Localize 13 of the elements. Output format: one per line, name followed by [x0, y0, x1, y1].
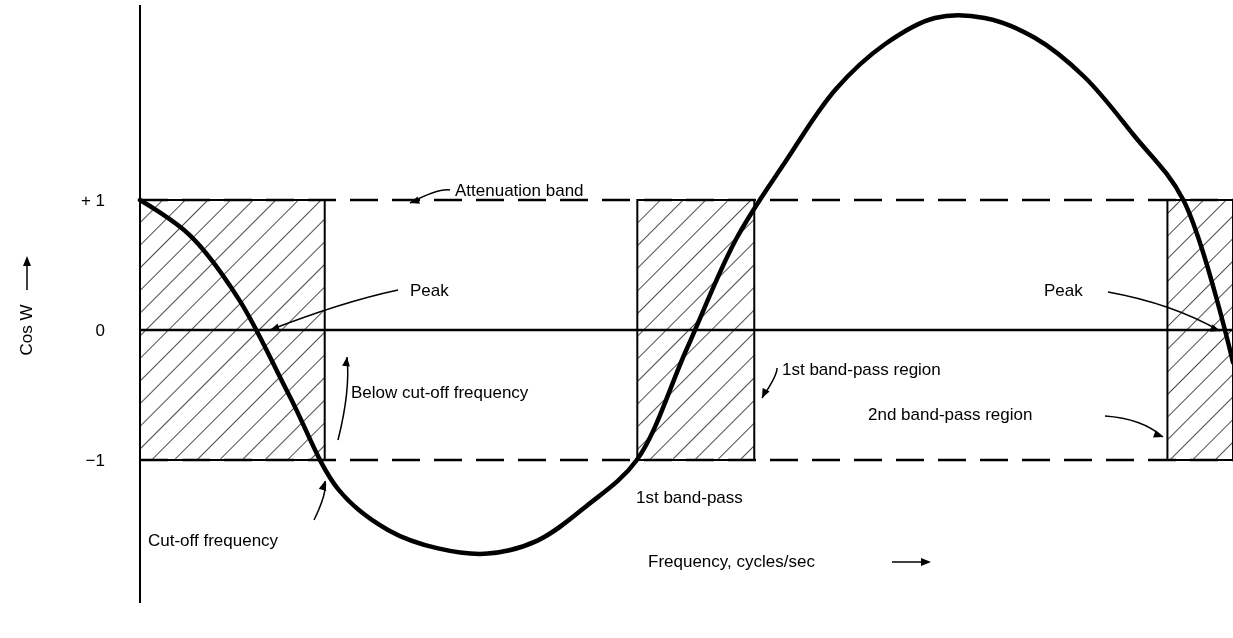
y-tick-label: −1	[85, 450, 105, 470]
x-axis-title: Frequency, cycles/sec	[648, 552, 816, 571]
annotation: 2nd band-pass region	[868, 405, 1033, 424]
y-tick-label: + 1	[80, 190, 105, 210]
annotation: 1st band-pass region	[782, 360, 941, 379]
annotation: Attenuation band	[455, 181, 584, 200]
y-axis-title: Cos W	[17, 304, 36, 356]
annotation: 1st band-pass	[636, 488, 743, 507]
annotation: Cut-off frequency	[148, 531, 279, 550]
annotation: Below cut-off frequency	[351, 383, 529, 402]
y-tick-label: 0	[95, 320, 105, 340]
annotation: Peak	[1044, 281, 1084, 300]
annotation: Peak	[410, 281, 450, 300]
